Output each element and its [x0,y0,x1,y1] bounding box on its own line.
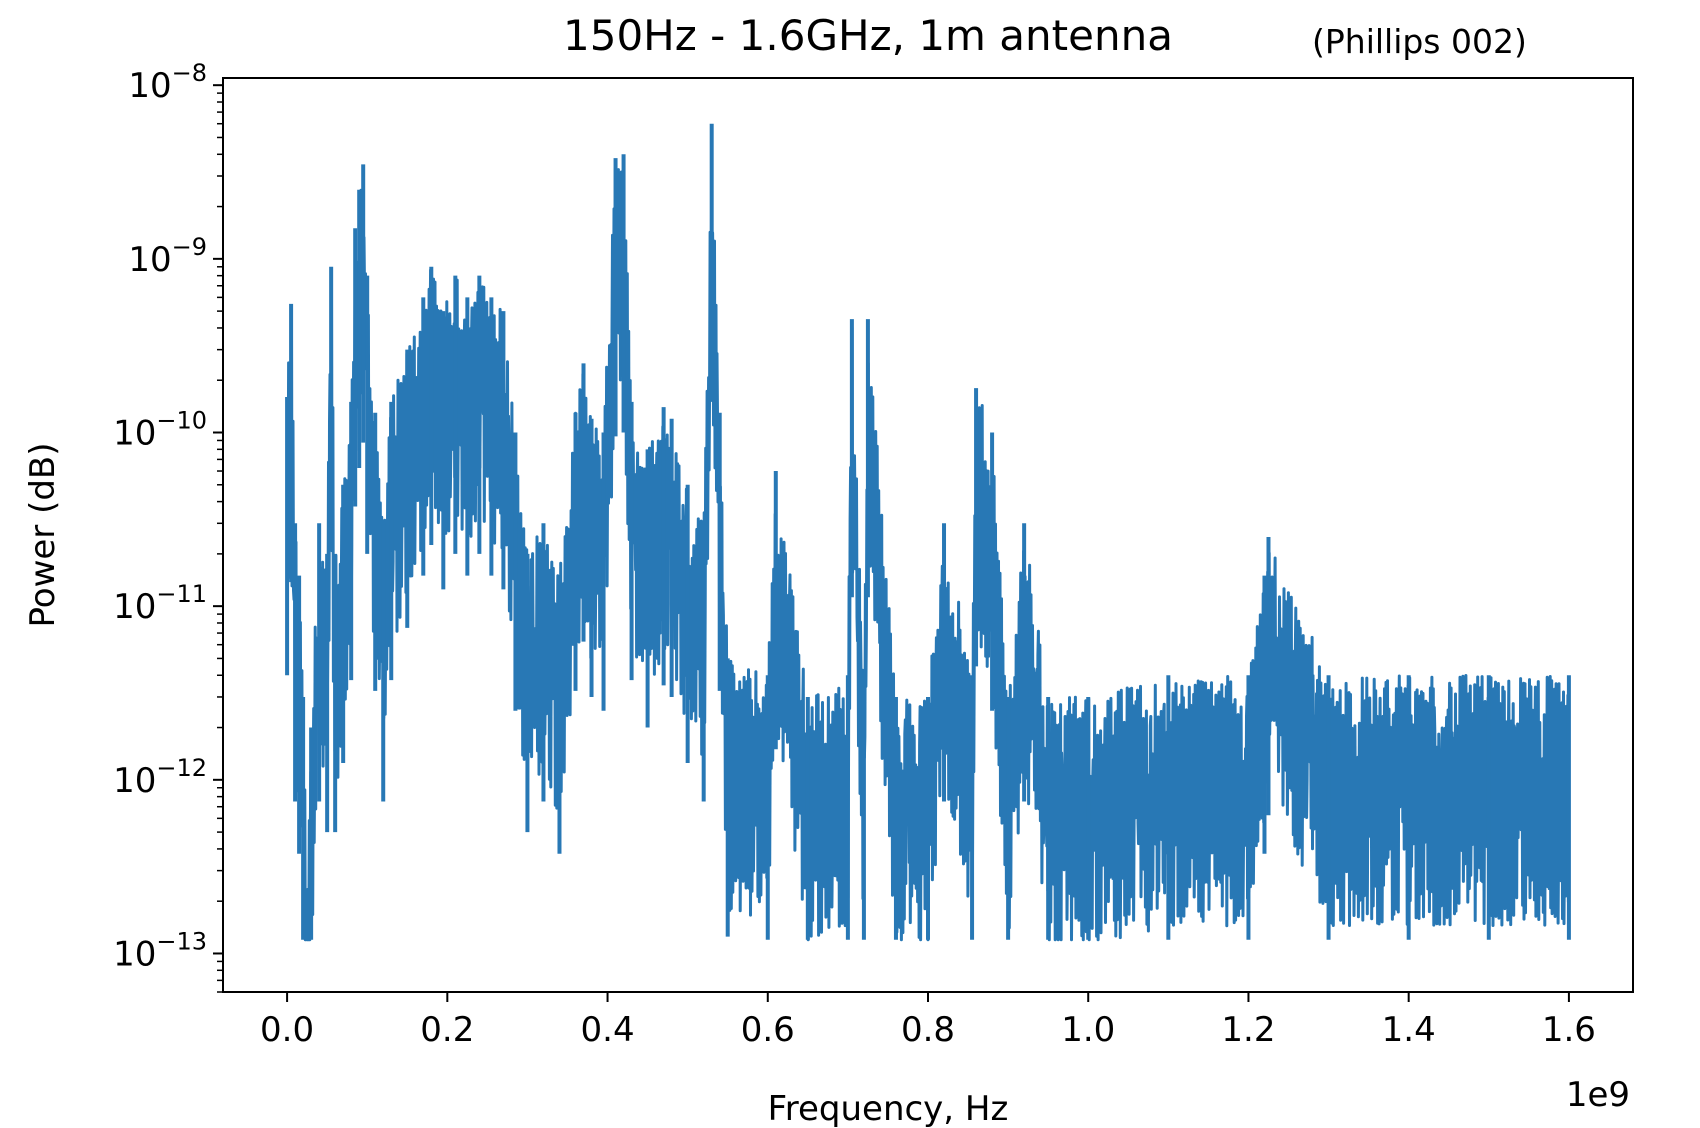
x-tick-label: 0.8 [901,1010,955,1050]
chart-subtitle: (Phillips 002) [1312,22,1527,61]
x-tick-label: 0.2 [420,1010,474,1050]
x-tick-label: 1.4 [1382,1010,1436,1050]
x-tick-label: 1.6 [1542,1010,1596,1050]
y-axis-ticks: 10−13 10−12 10−11 10−10 10−9 10−8 [113,59,223,993]
chart-title: 150Hz - 1.6GHz, 1m antenna [563,11,1173,60]
y-tick-label: 10−12 [113,754,207,801]
x-tick-label: 1.2 [1221,1010,1275,1050]
y-tick-label: 10−11 [113,580,207,627]
x-axis-label: Frequency, Hz [768,1089,1009,1128]
x-tick-label: 0.6 [741,1010,795,1050]
data-series [285,123,1571,942]
x-tick-label: 0.0 [260,1010,314,1050]
y-axis-label: Power (dB) [23,442,63,627]
y-tick-label: 10−13 [113,927,207,974]
y-tick-label: 10−10 [113,407,207,454]
x-tick-label: 1.0 [1061,1010,1115,1050]
x-offset-label: 1e9 [1566,1075,1630,1115]
x-axis-ticks: 0.0 0.2 0.4 0.6 0.8 1.0 1.2 1.4 1.6 [260,992,1596,1050]
y-tick-label: 10−9 [128,233,207,280]
x-tick-label: 0.4 [581,1010,635,1050]
y-tick-label: 10−8 [128,59,207,106]
